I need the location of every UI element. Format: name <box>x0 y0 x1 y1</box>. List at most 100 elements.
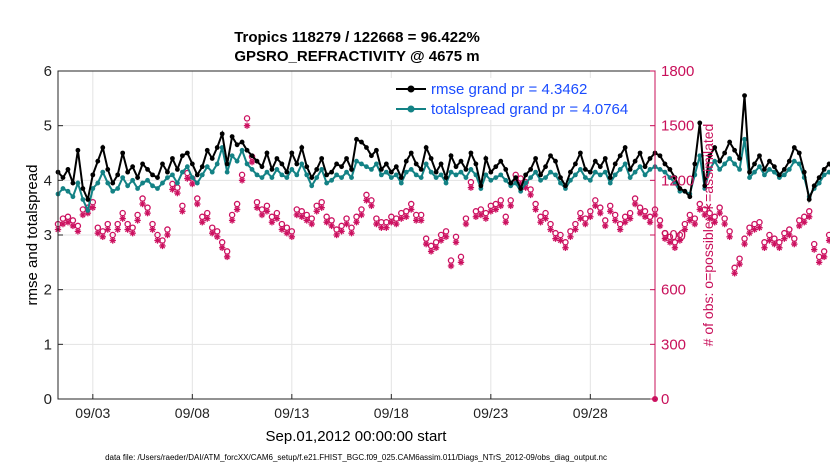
rmse-point <box>334 161 339 167</box>
rmse-point <box>508 180 514 186</box>
rmse-point <box>707 153 713 159</box>
rmse-point <box>204 147 210 153</box>
rmse-point <box>65 167 71 172</box>
rmse-point <box>503 167 509 172</box>
y-tick-label: 5 <box>44 118 52 135</box>
assimilated-obs-point <box>398 215 405 222</box>
assimilated-obs-point <box>487 208 495 215</box>
x-tick-label: 09/23 <box>473 405 508 421</box>
rmse-point <box>264 150 270 156</box>
rmse-point <box>677 186 683 191</box>
totalspread-point <box>65 188 71 194</box>
rmse-point <box>612 161 618 167</box>
assimilated-obs-point <box>343 220 350 228</box>
totalspread-point <box>319 167 325 172</box>
rmse-point <box>90 172 96 178</box>
assimilated-obs-point <box>701 211 708 219</box>
assimilated-obs-point <box>189 180 196 188</box>
rmse-point <box>592 158 598 164</box>
assimilated-obs-point <box>467 184 475 191</box>
totalspread-point <box>662 169 668 175</box>
totalspread-point <box>612 172 618 178</box>
rmse-point <box>722 150 728 156</box>
assimilated-obs-point <box>776 244 783 251</box>
totalspread-point <box>543 175 548 181</box>
rmse-point <box>398 175 404 181</box>
data-file-footnote: data file: /Users/raeder/DAI/ATM_forcXX/… <box>105 453 607 462</box>
possible-obs-point <box>243 115 251 122</box>
assimilated-obs-point <box>368 202 375 210</box>
rmse-point <box>752 161 757 167</box>
rmse-point <box>518 186 524 191</box>
rmse-point <box>747 169 752 175</box>
legend: rmse grand pr = 4.3462 totalspread grand… <box>388 78 650 120</box>
assimilated-obs-point <box>716 209 723 217</box>
totalspread-point <box>458 169 464 175</box>
assimilated-obs-point <box>278 226 286 233</box>
rmse-point <box>105 167 111 172</box>
x-tick-label: 09/03 <box>75 405 110 421</box>
x-axis-label: Sep.01,2012 00:00:00 start <box>266 428 448 445</box>
assimilated-obs-point <box>676 237 684 244</box>
assimilated-obs-point <box>79 211 87 219</box>
rmse-point <box>60 175 66 181</box>
y2-tick-label: 300 <box>661 336 686 353</box>
chart-subtitle: GPSRO_REFRACTIVITY @ 4675 m <box>234 48 479 65</box>
totalspread-point <box>438 172 444 178</box>
rmse-point <box>120 150 126 156</box>
totalspread-point <box>324 180 330 186</box>
rmse-point <box>448 153 454 159</box>
assimilated-obs-point <box>815 259 823 266</box>
totalspread-point <box>135 186 141 191</box>
totalspread-point <box>781 172 787 178</box>
assimilated-obs-point <box>164 231 171 239</box>
totalspread-point <box>145 177 150 183</box>
totalspread-point <box>428 169 434 175</box>
rmse-point <box>742 93 747 98</box>
rmse-point <box>458 158 464 164</box>
rmse-point <box>244 147 250 153</box>
rmse-point <box>214 145 220 150</box>
assimilated-obs-point <box>328 222 335 230</box>
totalspread-point <box>378 172 384 178</box>
totalspread-point <box>294 172 300 178</box>
rmse-point <box>403 158 409 164</box>
totalspread-point <box>767 167 772 172</box>
assimilated-obs-point <box>154 237 161 244</box>
legend-rmse-marker <box>407 85 415 93</box>
assimilated-obs-point <box>711 219 718 226</box>
assimilated-obs-point <box>557 237 564 244</box>
assimilated-obs-point <box>736 260 743 268</box>
rmse-point <box>806 197 812 202</box>
totalspread-point <box>821 172 827 178</box>
totalspread-point <box>722 161 728 167</box>
assimilated-obs-point <box>119 215 126 222</box>
x-axis-ticks: 09/03 09/08 09/13 09/18 09/23 09/28 <box>75 394 608 421</box>
rmse-point <box>607 175 613 181</box>
totalspread-point <box>742 136 747 142</box>
assimilated-obs-point <box>273 215 281 222</box>
assimilated-obs-point <box>447 262 455 270</box>
rmse-point <box>75 147 81 153</box>
totalspread-point <box>199 172 205 178</box>
assimilated-obs-point <box>338 228 345 235</box>
rmse-point <box>95 158 101 164</box>
rmse-point <box>563 183 568 189</box>
totalspread-point <box>95 180 101 186</box>
rmse-point <box>135 175 141 181</box>
rmse-point <box>374 147 379 153</box>
rmse-point <box>155 175 160 181</box>
totalspread-point <box>359 161 364 167</box>
rmse-point <box>314 167 320 172</box>
rmse-point <box>100 145 106 150</box>
totalspread-point <box>642 172 648 178</box>
rmse-point <box>473 161 479 167</box>
assimilated-obs-point <box>313 208 320 215</box>
assimilated-obs-point <box>537 219 544 226</box>
totalspread-point <box>717 167 723 172</box>
totalspread-point <box>463 175 469 181</box>
assimilated-obs-point <box>218 244 226 251</box>
y2-tick-label: 1800 <box>661 63 694 80</box>
assimilated-obs-point <box>607 208 614 215</box>
rmse-point <box>776 172 782 178</box>
